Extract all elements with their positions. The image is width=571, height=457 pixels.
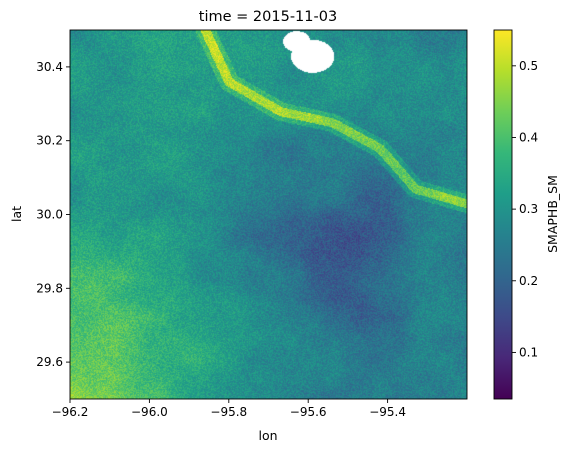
colorbar <box>493 29 513 400</box>
colorbar-tick-label: 0.4 <box>519 130 538 144</box>
x-tick-label: −96.2 <box>52 405 89 419</box>
x-axis-ticks: −96.2 −96.0 −95.8 −95.6 −95.4 <box>52 399 406 419</box>
colorbar-tick-label: 0.3 <box>519 202 538 216</box>
x-tick-label: −95.4 <box>369 405 406 419</box>
chart-title: time = 2015-11-03 <box>199 9 337 25</box>
colorbar-tick-label: 0.5 <box>519 59 538 73</box>
y-tick-label: 30.2 <box>36 134 63 148</box>
colorbar-tick-label: 0.1 <box>519 345 538 359</box>
x-axis-label: lon <box>258 428 277 443</box>
soil-moisture-field <box>70 30 467 399</box>
colorbar-label: SMAPHB_SM <box>545 175 560 253</box>
y-axis-ticks: 29.6 29.8 30.0 30.2 30.4 <box>36 60 70 369</box>
x-tick-label: −95.8 <box>210 405 247 419</box>
y-tick-label: 29.6 <box>36 355 63 369</box>
y-tick-label: 30.0 <box>36 208 63 222</box>
x-tick-label: −95.6 <box>290 405 327 419</box>
x-tick-label: −96.0 <box>131 405 168 419</box>
y-tick-label: 30.4 <box>36 60 63 74</box>
soil-moisture-raster <box>70 30 467 399</box>
y-axis-label: lat <box>9 206 24 222</box>
colorbar-tick-label: 0.2 <box>519 274 538 288</box>
y-tick-label: 29.8 <box>36 281 63 295</box>
colorbar-ticks: 0.1 0.2 0.3 0.4 0.5 <box>512 59 538 359</box>
